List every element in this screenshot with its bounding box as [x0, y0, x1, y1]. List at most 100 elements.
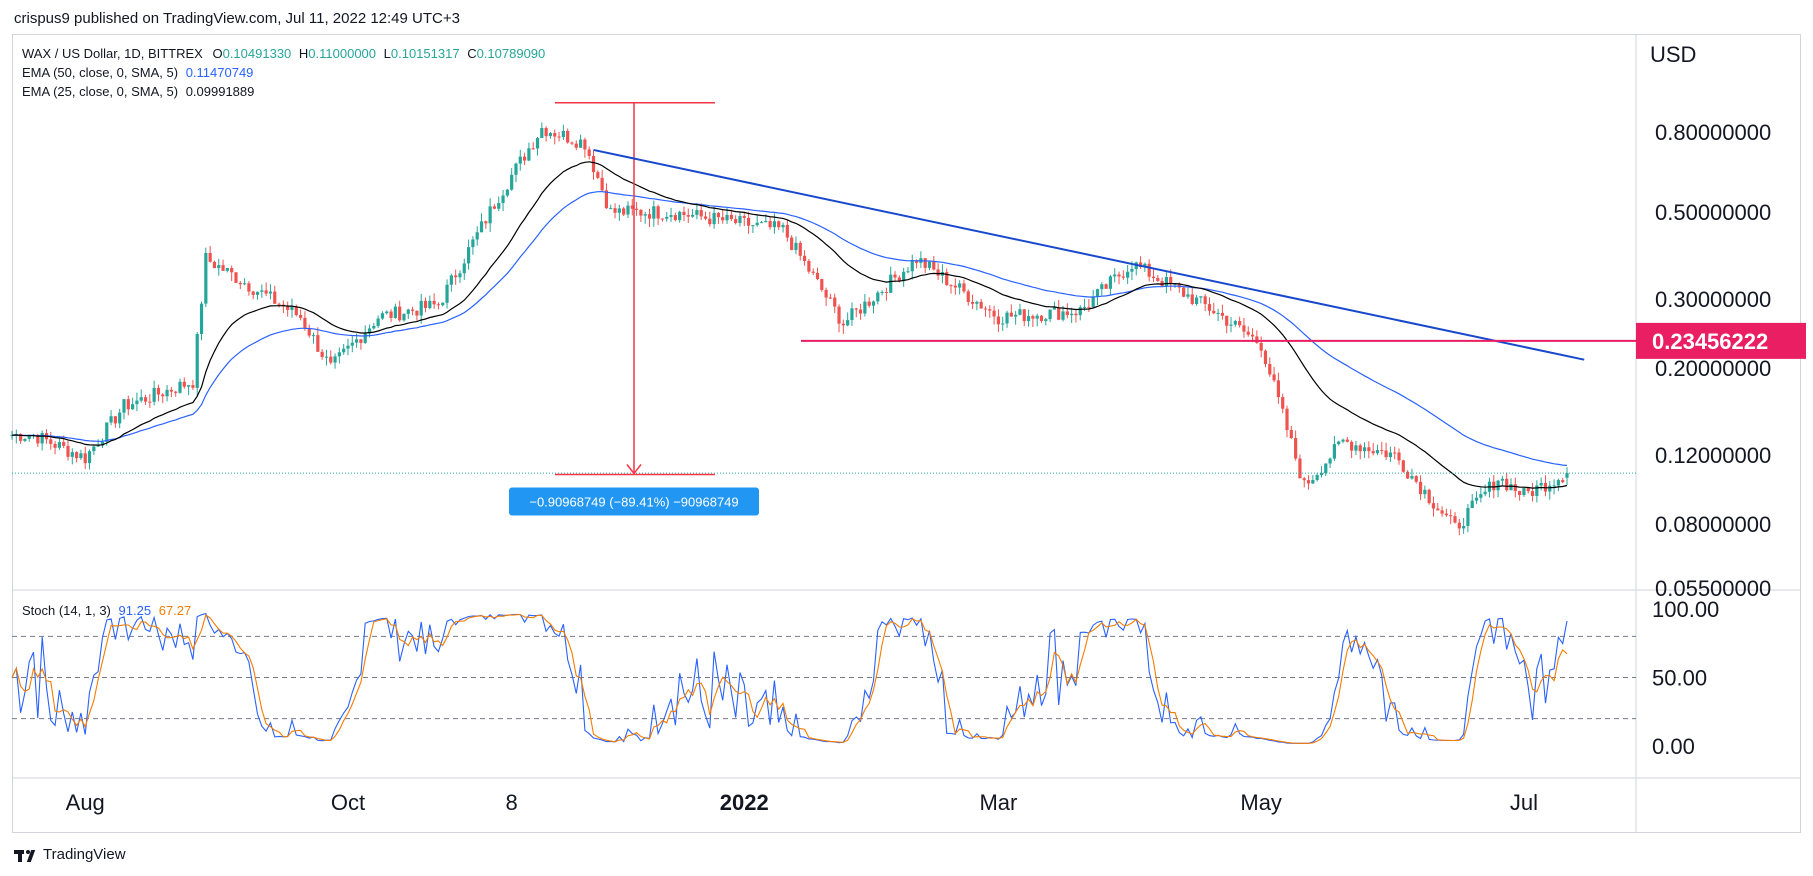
candle-body: [1530, 491, 1535, 496]
candle-body: [169, 389, 173, 392]
time-tick-label: Jul: [1510, 790, 1538, 815]
candle-body: [299, 315, 303, 318]
candle-body: [475, 232, 479, 240]
candle-body: [647, 214, 652, 219]
candle-body: [488, 206, 492, 224]
candle-body: [734, 218, 738, 224]
candle-body: [1298, 458, 1302, 479]
legend-symbol: WAX / US Dollar, 1D, BITTREX: [22, 46, 203, 61]
time-tick-label: 2022: [720, 790, 769, 815]
candle-body: [234, 272, 238, 283]
candle-body: [96, 445, 100, 447]
candle-body: [1164, 276, 1169, 287]
candle-body: [1505, 478, 1509, 491]
candle-body: [143, 397, 148, 402]
candle-body: [1242, 325, 1246, 332]
candle-body: [1233, 321, 1237, 325]
candle-body: [1117, 274, 1121, 277]
candle-body: [243, 283, 247, 285]
candle-body: [182, 381, 186, 387]
candle-body: [1272, 374, 1276, 381]
candle-body: [1255, 336, 1259, 343]
candle-body: [1001, 323, 1005, 325]
candle-body: [1173, 283, 1177, 285]
candle-body: [927, 261, 932, 268]
candle-body: [1496, 480, 1500, 491]
stoch-tick-label: 0.00: [1652, 734, 1695, 759]
candle-body: [87, 451, 92, 464]
candle-body: [609, 208, 613, 210]
candle-body: [665, 216, 669, 219]
candle-body: [815, 272, 820, 280]
legend-c-label: C: [467, 46, 477, 61]
candle-body: [354, 339, 359, 343]
candle-body: [596, 172, 600, 178]
price-tick-label: 0.30000000: [1655, 287, 1771, 312]
candle-body: [540, 127, 544, 139]
candle-body: [1009, 312, 1013, 317]
candle-body: [1561, 480, 1565, 483]
candle-body: [1294, 437, 1298, 459]
candle-body: [113, 416, 117, 424]
footer-brand[interactable]: TradingView: [14, 846, 126, 863]
candle-body: [1070, 313, 1074, 316]
candle-body: [945, 272, 949, 286]
candle-body: [1138, 262, 1143, 267]
candle-body: [634, 208, 639, 210]
candle-body: [1500, 478, 1504, 481]
candle-body: [703, 216, 708, 219]
candle-body: [1026, 316, 1031, 322]
legend-ema25-label: EMA (25, close, 0, SMA, 5): [22, 84, 179, 99]
candle-body: [1453, 516, 1457, 523]
candle-body: [367, 328, 372, 334]
candle-body: [1388, 452, 1392, 458]
ema50-line: [11, 190, 1568, 466]
candle-body: [1449, 515, 1453, 517]
candle-body: [122, 399, 126, 413]
candle-body: [871, 301, 876, 306]
candle-body: [1380, 450, 1384, 452]
candle-body: [1440, 510, 1444, 514]
candle-body: [1350, 441, 1354, 451]
candle-body: [161, 394, 165, 397]
candle-body: [100, 441, 105, 446]
candle-body: [268, 291, 273, 294]
candlestick-series: [10, 122, 1569, 536]
candle-body: [807, 260, 811, 272]
candle-body: [410, 309, 415, 311]
candle-body: [1509, 484, 1513, 491]
candle-body: [505, 189, 509, 196]
candle-body: [1518, 491, 1522, 496]
measure-label-box: [509, 487, 759, 516]
candle-body: [53, 443, 57, 448]
candle-body: [1367, 447, 1371, 452]
candle-body: [742, 216, 746, 218]
candle-body: [320, 351, 324, 357]
candle-body: [406, 309, 410, 314]
candle-body: [204, 252, 208, 304]
candle-body: [1431, 503, 1436, 509]
candle-body: [958, 283, 962, 288]
price-tick-label: 0.50000000: [1655, 200, 1771, 225]
candle-body: [660, 218, 665, 220]
time-tick-label: May: [1240, 790, 1282, 815]
candle-body: [208, 252, 212, 262]
candle-body: [385, 311, 389, 314]
candle-body: [1358, 445, 1362, 452]
candle-body: [1513, 484, 1517, 492]
candle-body: [876, 292, 880, 302]
candle-body: [1281, 397, 1285, 409]
ema-lines: [11, 161, 1636, 489]
candle-body: [1397, 452, 1401, 461]
legend-h-label: H: [298, 46, 309, 61]
candle-body: [238, 282, 242, 285]
candle-body: [772, 221, 777, 228]
candle-body: [329, 356, 333, 363]
candle-body: [1259, 342, 1263, 351]
axes: USD 0.80000000 0.50000000 0.30000000 0.20000…: [66, 42, 1806, 815]
price-axis-unit: USD: [1650, 42, 1696, 67]
time-tick-label: Oct: [331, 790, 365, 815]
candle-body: [1285, 408, 1289, 431]
candle-body: [1143, 263, 1147, 267]
